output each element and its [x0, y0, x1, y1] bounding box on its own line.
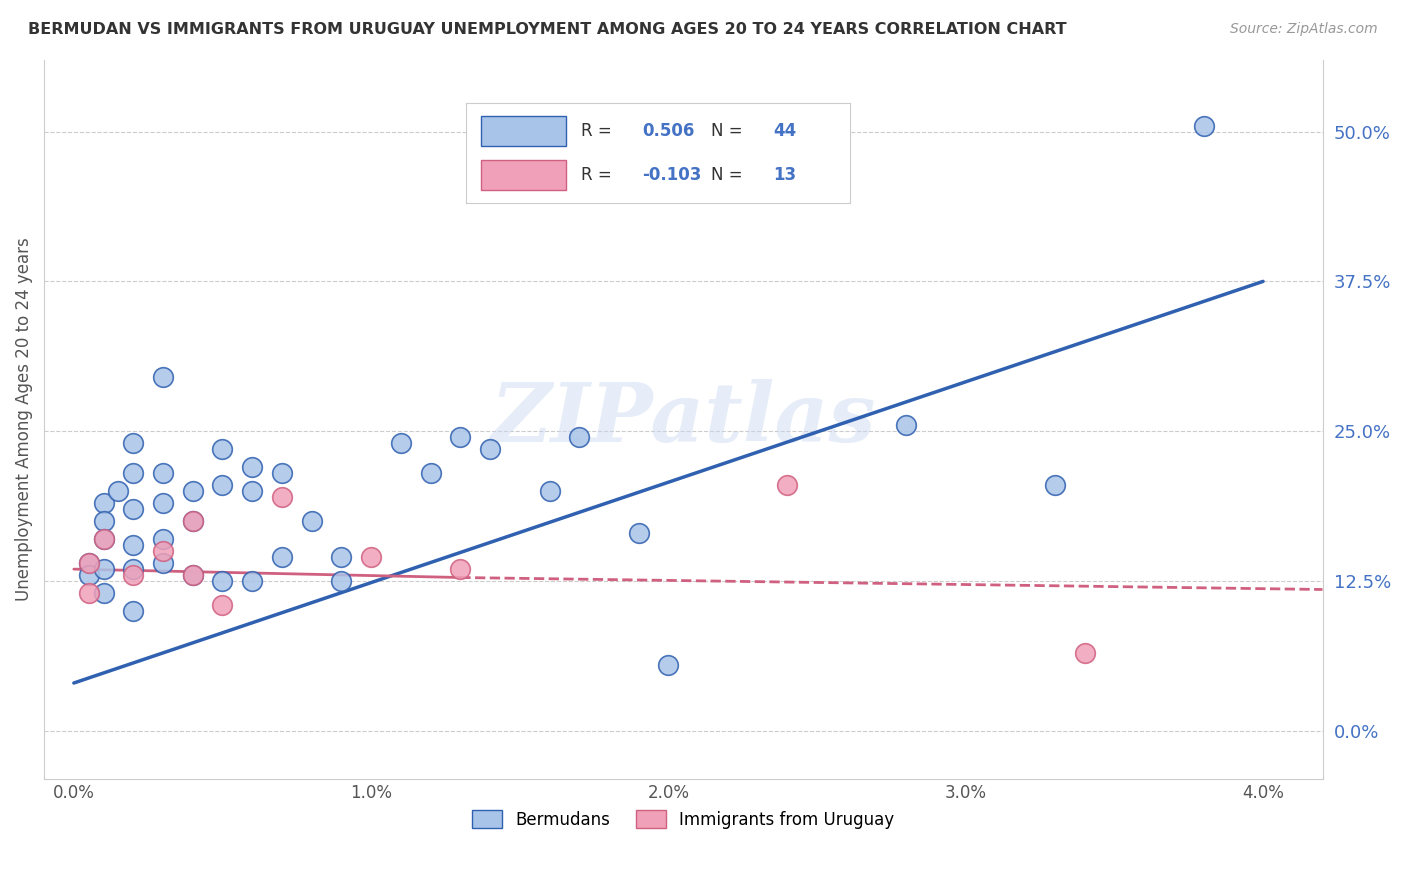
Point [449, 562, 471, 576]
Y-axis label: Unemployment Among Ages 20 to 24 years: Unemployment Among Ages 20 to 24 years [15, 237, 32, 601]
Point [1192, 119, 1215, 133]
Point [1073, 646, 1095, 660]
Point [389, 436, 412, 450]
Point [1043, 478, 1066, 492]
Point [568, 430, 591, 444]
Point [211, 598, 233, 612]
Point [181, 568, 204, 582]
Point [181, 514, 204, 528]
Point [93, 532, 115, 546]
Point [211, 574, 233, 588]
Point [122, 568, 145, 582]
Point [211, 442, 233, 457]
Point [271, 490, 294, 504]
Point [77, 568, 100, 582]
Point [122, 502, 145, 516]
Point [657, 658, 679, 673]
Point [107, 484, 129, 499]
Point [152, 532, 174, 546]
Point [152, 556, 174, 570]
Point [152, 544, 174, 558]
Point [152, 370, 174, 384]
Point [240, 574, 263, 588]
Point [181, 568, 204, 582]
Point [152, 467, 174, 481]
Point [301, 514, 323, 528]
Point [330, 574, 353, 588]
Point [122, 538, 145, 552]
Point [93, 496, 115, 510]
Point [211, 478, 233, 492]
Point [93, 562, 115, 576]
Point [240, 460, 263, 475]
Point [181, 514, 204, 528]
Point [271, 467, 294, 481]
Point [449, 430, 471, 444]
Point [181, 484, 204, 499]
Point [122, 436, 145, 450]
Point [93, 514, 115, 528]
Point [122, 467, 145, 481]
Point [479, 442, 502, 457]
Point [896, 418, 918, 433]
Point [627, 526, 650, 541]
Point [77, 556, 100, 570]
Point [77, 586, 100, 600]
Point [152, 496, 174, 510]
Legend: Bermudans, Immigrants from Uruguay: Bermudans, Immigrants from Uruguay [465, 804, 901, 835]
Point [240, 484, 263, 499]
Point [360, 550, 382, 565]
Point [122, 604, 145, 618]
Point [419, 467, 441, 481]
Point [330, 550, 353, 565]
Point [271, 550, 294, 565]
Point [538, 484, 561, 499]
Text: ZIPatlas: ZIPatlas [491, 379, 876, 459]
Point [93, 532, 115, 546]
Point [93, 586, 115, 600]
Point [77, 556, 100, 570]
Text: BERMUDAN VS IMMIGRANTS FROM URUGUAY UNEMPLOYMENT AMONG AGES 20 TO 24 YEARS CORRE: BERMUDAN VS IMMIGRANTS FROM URUGUAY UNEM… [28, 22, 1067, 37]
Point [776, 478, 799, 492]
Text: Source: ZipAtlas.com: Source: ZipAtlas.com [1230, 22, 1378, 37]
Point [122, 562, 145, 576]
